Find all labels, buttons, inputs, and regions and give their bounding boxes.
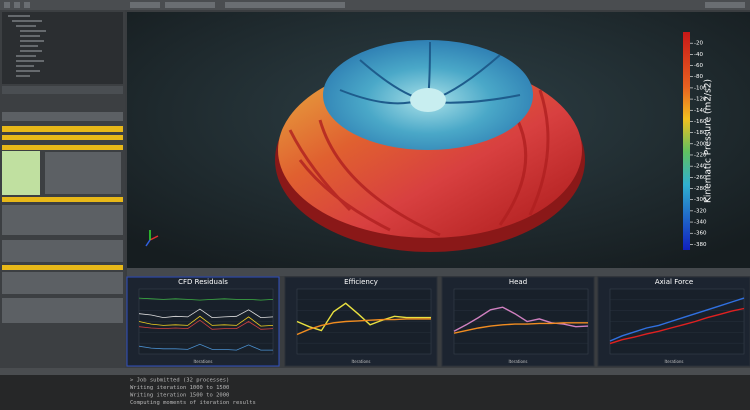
colorbar-tick-label: -200 xyxy=(694,141,707,147)
colorbar-tick-label: -180 xyxy=(694,130,707,136)
toolbar xyxy=(0,0,750,10)
toolbar-icons xyxy=(4,2,745,8)
plot-line xyxy=(138,319,274,330)
colorbar-tick-label: -260 xyxy=(694,175,707,181)
colorbar-tick-label: -140 xyxy=(694,108,707,114)
colorbar-tick-label: -360 xyxy=(694,231,707,237)
colorbar-tick-label: -60 xyxy=(694,63,703,69)
console-line: Writing iteration 1000 to 1500 xyxy=(130,385,229,391)
plot-line xyxy=(609,307,745,345)
plot-title: Efficiency xyxy=(344,278,378,286)
viewport[interactable]: Kinematic Pressure (m2/s2) xyxy=(127,12,750,268)
plot-line xyxy=(138,343,273,351)
plot-line xyxy=(138,308,274,319)
x-axis-label: Iterations xyxy=(508,359,527,364)
colorbar-tick-label: -340 xyxy=(694,220,707,226)
plot-line xyxy=(296,318,431,336)
x-axis-label: Iterations xyxy=(193,359,212,364)
colorbar xyxy=(683,32,690,250)
plot-line xyxy=(138,315,274,327)
console-line: Writing iteration 1500 to 2000 xyxy=(130,393,229,399)
tree-items xyxy=(8,15,46,77)
panel-rows[interactable] xyxy=(2,112,123,323)
plot-line xyxy=(453,306,589,332)
plot-title: Head xyxy=(509,278,527,286)
console-header xyxy=(0,368,750,375)
plot-line xyxy=(453,322,588,334)
colorbar-tick-label: -80 xyxy=(694,74,703,80)
x-axis-label: Iterations xyxy=(351,359,370,364)
colorbar-tick-label: -280 xyxy=(694,186,707,192)
console-line: > Job submitted (32 processes) xyxy=(130,378,229,384)
colorbar-tick-label: -300 xyxy=(694,197,707,203)
field-cells[interactable] xyxy=(2,151,40,195)
section-headers xyxy=(2,126,123,270)
colorbar-tick-label: -40 xyxy=(694,52,703,58)
colorbar-tick-label: -320 xyxy=(694,208,707,214)
plots-header xyxy=(127,268,750,276)
axes-triad xyxy=(145,230,159,247)
colorbar-tick-label: -240 xyxy=(694,164,707,170)
colorbar-tick-label: -380 xyxy=(694,242,707,248)
plot-title: CFD Residuals xyxy=(178,278,228,286)
colorbar-tick-label: -100 xyxy=(694,85,707,91)
colorbar-title: Kinematic Pressure (m2/s2) xyxy=(704,79,714,203)
console-line: Computing moments of iteration results xyxy=(130,400,256,406)
colorbar-tick-label: -20 xyxy=(694,41,703,47)
plot-line xyxy=(296,302,431,332)
plot-line xyxy=(609,297,745,342)
plot-title: Axial Force xyxy=(655,278,693,286)
colorbar-tick-label: -160 xyxy=(694,119,707,125)
hub xyxy=(410,88,446,112)
colorbar-tick-label: -120 xyxy=(694,97,707,103)
colorbar-tick-label: -220 xyxy=(694,152,707,158)
properties-tabs[interactable] xyxy=(2,86,123,94)
x-axis-label: Iterations xyxy=(664,359,683,364)
console xyxy=(0,375,750,410)
case-tree[interactable] xyxy=(2,12,123,84)
plot-line xyxy=(138,297,274,301)
